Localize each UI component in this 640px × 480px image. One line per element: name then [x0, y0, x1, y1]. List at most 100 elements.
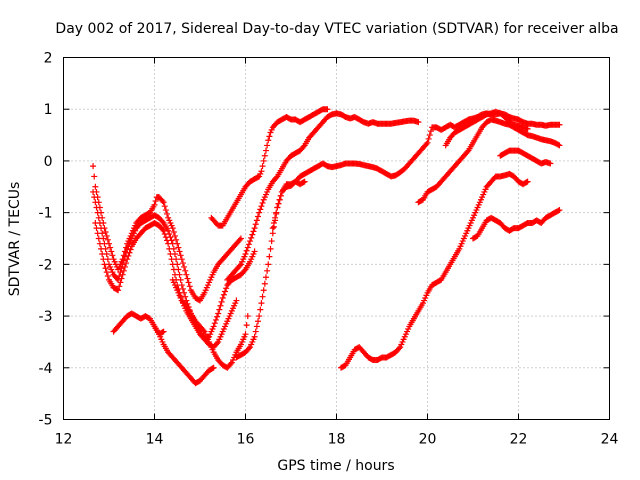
data-point [267, 245, 274, 252]
data-point [256, 313, 263, 320]
data-point [117, 279, 124, 286]
data-point [396, 345, 403, 352]
data-point [255, 318, 262, 325]
data-point [91, 194, 98, 201]
data-point [212, 316, 219, 323]
data-point [260, 157, 267, 164]
data-point [168, 256, 175, 263]
data-point [101, 261, 108, 268]
data-point [123, 260, 130, 267]
data-point [177, 252, 184, 259]
series-track-4 [110, 310, 217, 387]
data-point [209, 365, 216, 372]
data-point [151, 201, 158, 208]
data-point [547, 160, 554, 167]
data-point [90, 188, 97, 195]
data-point [256, 209, 263, 216]
data-point [300, 143, 307, 150]
data-point [261, 280, 268, 287]
data-point [94, 230, 101, 237]
data-point [182, 301, 189, 308]
data-point [269, 230, 276, 237]
data-point [173, 236, 180, 243]
x-tick-label: 12 [55, 432, 73, 448]
series-track-6 [169, 276, 251, 371]
data-point [115, 287, 122, 294]
data-point [245, 345, 252, 352]
data-point [127, 246, 134, 253]
data-point [257, 306, 264, 313]
data-point [262, 274, 269, 281]
data-point [218, 298, 225, 305]
data-point [211, 320, 218, 327]
data-point [258, 168, 265, 175]
data-point [265, 261, 272, 268]
data-point [270, 219, 277, 226]
y-tick-label: -1 [39, 206, 53, 222]
data-point [415, 119, 422, 126]
data-point [165, 240, 172, 247]
data-point [93, 204, 100, 211]
data-point [169, 261, 176, 268]
data-point [524, 125, 531, 132]
y-tick-label: -2 [39, 257, 53, 273]
data-point [556, 207, 563, 214]
data-point [556, 142, 563, 149]
data-point [120, 267, 127, 274]
data-point [178, 256, 185, 263]
data-point [264, 142, 271, 149]
data-point [124, 256, 131, 263]
data-point [160, 328, 167, 335]
data-point [179, 260, 186, 267]
data-point [555, 207, 562, 214]
data-point [251, 225, 258, 232]
data-point [273, 174, 280, 181]
data-point [162, 207, 169, 214]
data-point [273, 209, 280, 216]
data-point [121, 263, 128, 270]
data-point [556, 121, 563, 128]
data-point [424, 139, 431, 146]
data-point [261, 152, 268, 159]
data-point [277, 192, 284, 199]
data-point [210, 364, 217, 371]
data-point [184, 275, 191, 282]
data-point [160, 227, 167, 234]
data-point [244, 244, 251, 251]
x-tick-label: 24 [601, 432, 619, 448]
data-point [272, 214, 279, 221]
data-point [245, 241, 252, 248]
data-point [252, 221, 259, 228]
data-point [102, 229, 109, 236]
data-point [250, 228, 257, 235]
data-point [103, 269, 110, 276]
data-point [92, 199, 99, 206]
data-point [219, 294, 226, 301]
series-track-11 [338, 170, 531, 371]
axis-ticks: 12 14 16 18 20 22 24 2 1 0 -1 -2 -3 -4 -5 [39, 51, 619, 448]
data-point [164, 237, 171, 244]
data-point [108, 248, 115, 255]
data-point [104, 272, 111, 279]
data-point [220, 291, 227, 298]
data-point [175, 244, 182, 251]
data-point [262, 147, 269, 154]
data-point [214, 313, 221, 320]
data-point [264, 267, 271, 274]
data-point [160, 199, 167, 206]
data-point [255, 213, 262, 220]
data-point [248, 234, 255, 241]
data-point [255, 174, 262, 181]
series-track-1 [90, 163, 244, 304]
data-point [116, 283, 123, 290]
series-track-10 [269, 178, 308, 232]
x-tick-label: 16 [237, 432, 255, 448]
data-point [251, 333, 258, 340]
data-point [464, 148, 471, 155]
x-tick-label: 22 [510, 432, 528, 448]
data-point [210, 323, 217, 330]
data-point [259, 293, 266, 300]
series-track-8 [224, 110, 422, 283]
plot-frame [63, 57, 610, 420]
